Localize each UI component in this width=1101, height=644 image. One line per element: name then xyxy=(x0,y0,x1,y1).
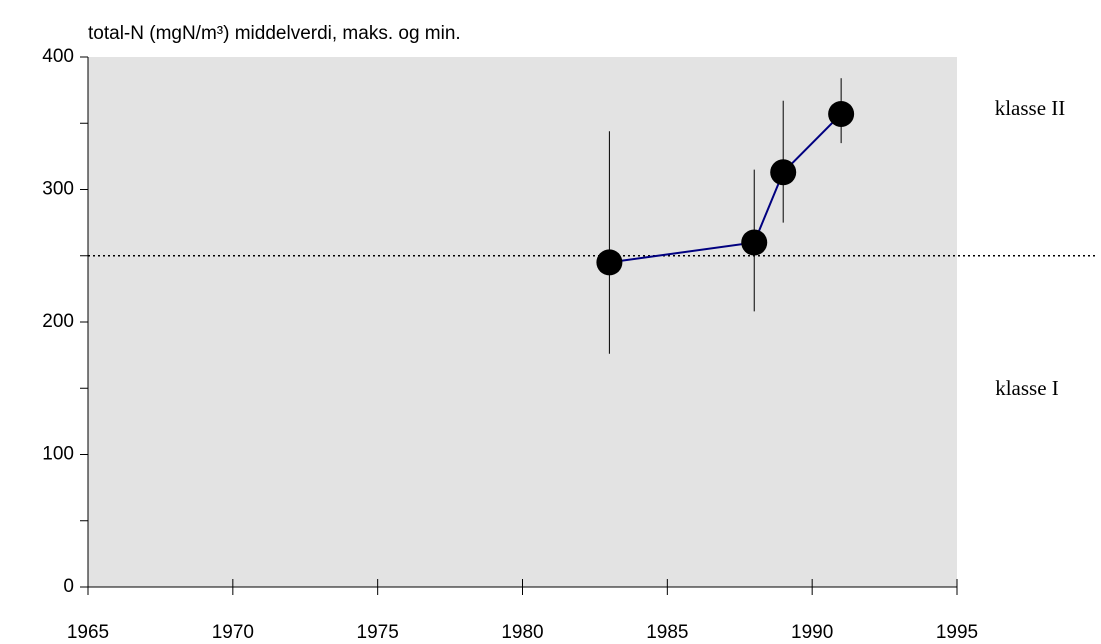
marker xyxy=(596,249,623,276)
annotation: klasse I xyxy=(995,376,1059,400)
y-tick-label: 100 xyxy=(42,444,74,465)
x-tick-label: 1995 xyxy=(936,622,978,643)
plot-area xyxy=(88,57,957,587)
x-tick-label: 1985 xyxy=(646,622,688,643)
y-tick-label: 300 xyxy=(42,179,74,200)
series-line xyxy=(609,113,842,264)
marker xyxy=(770,159,797,186)
annotation: klasse II xyxy=(995,96,1066,120)
x-tick-label: 1965 xyxy=(67,622,109,643)
x-tick-label: 1980 xyxy=(501,622,543,643)
y-tick-label: 400 xyxy=(42,46,74,67)
x-tick-label: 1975 xyxy=(357,622,399,643)
x-tick-label: 1970 xyxy=(212,622,254,643)
chart-title: total-N (mgN/m³) middelverdi, maks. og m… xyxy=(88,23,461,44)
y-tick-label: 0 xyxy=(63,576,74,597)
marker xyxy=(741,229,768,256)
x-tick-label: 1990 xyxy=(791,622,833,643)
marker xyxy=(828,100,855,127)
y-tick-label: 200 xyxy=(42,311,74,332)
